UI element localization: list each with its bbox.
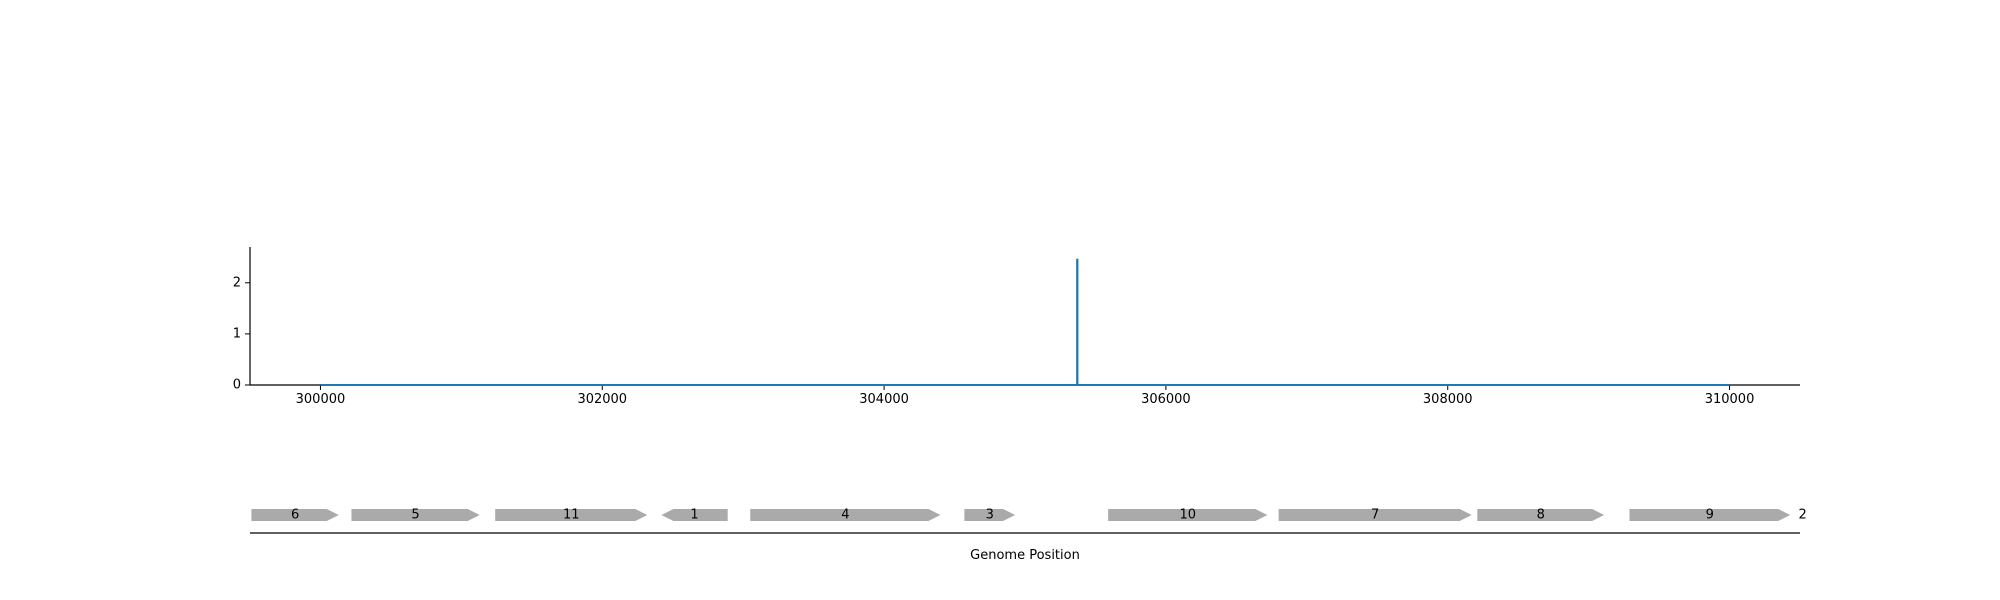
- gene-arrow: [1629, 509, 1791, 521]
- gene-arrow: [495, 509, 648, 521]
- y-tick-label: 2: [233, 275, 241, 290]
- x-tick-label: 300000: [296, 392, 346, 407]
- gene-label: 2: [1798, 508, 1806, 523]
- gene-track: 6 5 11 1 4 3 10 7 8 9 2 Genome Position: [250, 508, 1807, 563]
- coverage-plot: 300000 302000 304000 306000 308000 310000 0 1 2: [233, 247, 1800, 407]
- gene-arrow: [351, 509, 480, 521]
- x-tick-label: 306000: [1141, 392, 1191, 407]
- y-ticks: 0 1 2: [233, 275, 250, 393]
- gene-label: 7: [1371, 508, 1379, 523]
- gene-arrow: [1477, 509, 1605, 521]
- x-ticks: 300000 302000 304000 306000 308000 310000: [296, 385, 1755, 407]
- x-tick-label: 308000: [1423, 392, 1473, 407]
- gene-label: 1: [690, 508, 698, 523]
- gene-arrow: [750, 509, 941, 521]
- coverage-line: [320, 258, 1730, 386]
- series-layer: [320, 258, 1730, 386]
- gene-label: 6: [291, 508, 299, 523]
- gene-arrow: [251, 509, 339, 521]
- gene-label: 5: [411, 508, 419, 523]
- genes-layer: 6 5 11 1 4 3 10 7 8 9 2: [251, 508, 1807, 523]
- gene-label: 3: [986, 508, 994, 523]
- x-tick-label: 302000: [577, 392, 627, 407]
- gene-arrow: [1108, 509, 1268, 521]
- x-tick-label: 310000: [1705, 392, 1755, 407]
- gene-arrow: [964, 509, 1016, 521]
- gene-arrow: [661, 509, 728, 521]
- genome-position-label: Genome Position: [970, 548, 1080, 563]
- x-tick-label: 304000: [859, 392, 909, 407]
- y-tick-label: 1: [233, 326, 241, 341]
- gene-label: 11: [563, 508, 580, 523]
- y-tick-label: 0: [233, 378, 241, 393]
- gene-arrow: [1278, 509, 1472, 521]
- gene-label: 10: [1179, 508, 1196, 523]
- gene-label: 4: [841, 508, 849, 523]
- gene-label: 8: [1537, 508, 1545, 523]
- gene-label: 9: [1706, 508, 1714, 523]
